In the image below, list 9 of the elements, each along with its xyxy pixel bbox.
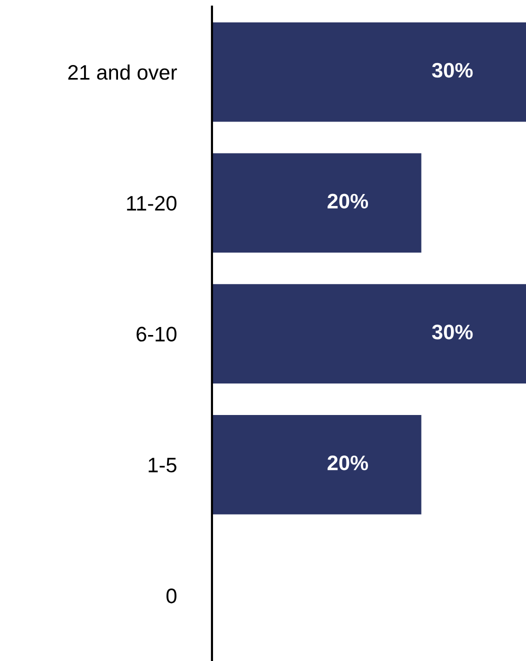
data-label: 30% <box>432 324 473 340</box>
y-tick-label: 0 <box>166 588 176 604</box>
y-tick-label: 1-5 <box>148 458 176 472</box>
data-label: 20% <box>328 194 368 209</box>
y-tick-label: 6-10 <box>136 326 176 342</box>
data-label: 20% <box>328 456 368 470</box>
y-tick-label: 11-20 <box>127 196 176 211</box>
y-tick-label: 21 and over <box>68 64 177 80</box>
data-label: 30% <box>432 62 473 78</box>
